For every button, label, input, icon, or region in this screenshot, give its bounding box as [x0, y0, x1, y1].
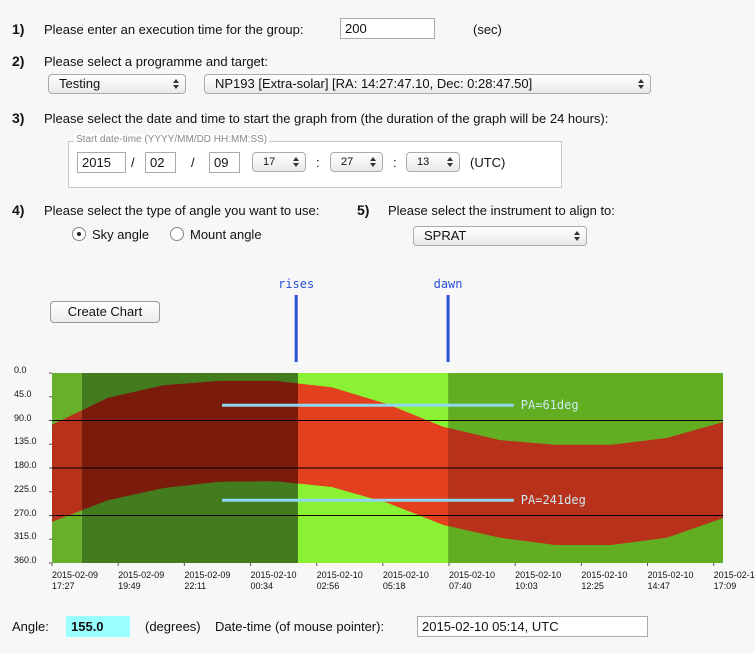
event-label: dawn	[434, 277, 463, 291]
x-tick-label: 2015-02-09 19:49	[118, 570, 165, 591]
create-chart-button[interactable]: Create Chart	[50, 301, 160, 323]
pa-label: PA=241deg	[521, 493, 586, 507]
x-tick-label: 2015-02-10 17:09	[713, 570, 755, 591]
radio-button[interactable]	[72, 227, 86, 241]
unit: (sec)	[473, 22, 502, 37]
pa-label: PA=61deg	[521, 398, 579, 412]
target-select[interactable]: NP193 [Extra-solar] [RA: 14:27:47.10, De…	[204, 74, 651, 94]
step-number: 4)	[12, 202, 25, 218]
x-tick-label: 2015-02-09 17:27	[52, 570, 99, 591]
angle-value: 155.0	[66, 616, 130, 637]
angle-band	[52, 410, 82, 522]
second-select[interactable]: 13	[406, 152, 460, 172]
instrument-select[interactable]: SPRAT	[413, 226, 587, 246]
programme-select[interactable]: Testing	[48, 74, 186, 94]
year-input[interactable]: 2015	[77, 152, 126, 173]
angle-band	[298, 383, 449, 527]
step-number: 5)	[357, 202, 370, 218]
x-tick-label: 2015-02-10 00:34	[250, 570, 297, 591]
y-tick-label: 135.0	[14, 436, 37, 447]
pointer-value: 2015-02-10 05:14, UTC	[417, 616, 648, 637]
radio-label: Sky angle	[92, 227, 150, 242]
y-tick-label: 360.0	[14, 555, 37, 565]
x-tick-label: 2015-02-10 05:18	[382, 570, 429, 591]
step-number: 2)	[12, 53, 25, 69]
y-tick-label: 180.0	[14, 460, 37, 470]
angle-band	[448, 422, 723, 546]
y-tick-label: 45.0	[14, 388, 32, 399]
step-text: Please select the type of angle you want…	[44, 203, 320, 218]
y-tick-label: 270.0	[14, 507, 37, 518]
separator: :	[316, 155, 320, 170]
pointer-label: Date-time (of mouse pointer):	[215, 619, 385, 634]
radio-label: Mount angle	[190, 227, 262, 242]
step-text: Please enter an execution time for the g…	[44, 22, 304, 37]
step-number: 1)	[12, 21, 25, 37]
y-tick-label: 0.0	[14, 365, 27, 375]
y-tick-label: 315.0	[14, 531, 37, 542]
step-number: 3)	[12, 110, 25, 126]
hour-select[interactable]: 17	[252, 152, 306, 172]
y-tick-label: 225.0	[14, 483, 37, 494]
angle-unit: (degrees)	[145, 619, 201, 634]
zone: (UTC)	[470, 155, 506, 170]
event-label: rises	[278, 277, 314, 291]
angle-band	[81, 380, 299, 511]
y-tick-label: 90.0	[14, 412, 32, 423]
minute-select[interactable]: 27	[330, 152, 383, 172]
angle-label: Angle:	[12, 619, 49, 634]
step-text: Please select the date and time to start…	[44, 111, 609, 126]
separator: /	[131, 155, 135, 170]
step-text: Please select a programme and target:	[44, 54, 269, 69]
x-tick-label: 2015-02-10 14:47	[647, 570, 694, 591]
x-tick-label: 2015-02-10 07:40	[449, 570, 496, 591]
month-input[interactable]: 02	[145, 152, 176, 173]
step-text: Please select the instrument to align to…	[388, 203, 615, 218]
x-tick-label: 2015-02-10 02:56	[316, 570, 363, 591]
x-tick-label: 2015-02-09 22:11	[184, 570, 231, 591]
x-tick-label: 2015-02-10 10:03	[515, 570, 562, 591]
x-tick-label: 2015-02-10 12:25	[581, 570, 628, 591]
radio-button[interactable]	[170, 227, 184, 241]
day-input[interactable]: 09	[209, 152, 240, 173]
separator: /	[191, 155, 195, 170]
fieldset-legend: Start date-time (YYYY/MM/DD HH:MM:SS)	[74, 134, 270, 145]
separator: :	[393, 155, 397, 170]
execution-time-input[interactable]: 200	[340, 18, 435, 39]
chart: PA=61deg PA=241deg rises dawn	[49, 277, 723, 566]
